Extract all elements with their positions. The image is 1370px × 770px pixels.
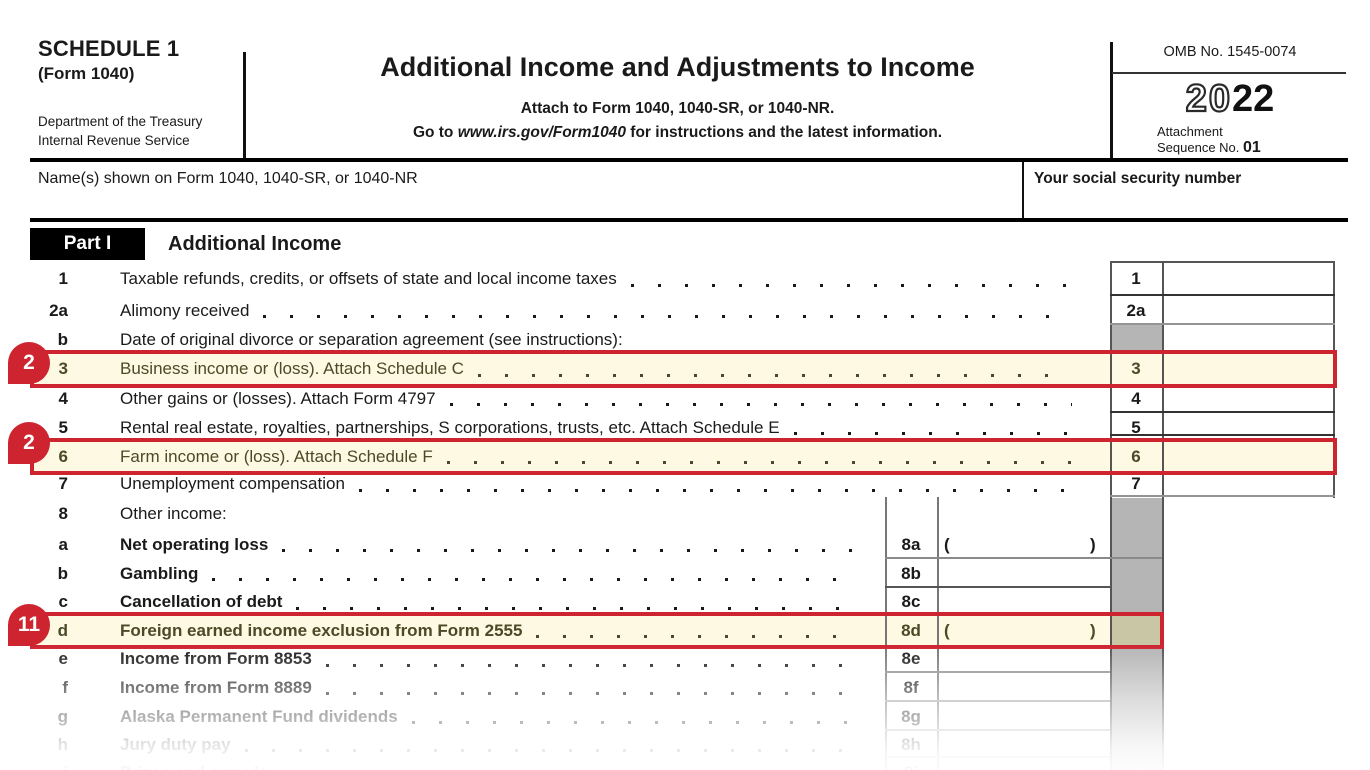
highlight-box-line3 [30,350,1337,388]
part1-label: Part I [30,228,145,260]
form-row-6: 6 Farm income or (loss). Attach Schedule… [0,442,1370,471]
row-line [1110,434,1335,436]
goto-instruction: Go to www.irs.gov/Form1040 for instructi… [412,124,943,141]
form-row-8d: d Foreign earned income exclusion from F… [0,616,1370,645]
form-number-label: (Form 1040) [38,64,135,83]
dot-leader [446,461,1072,464]
open-paren: ( [944,535,950,554]
amount-cell-8f[interactable] [940,673,1108,702]
dot-leader [536,635,860,638]
form-title: Additional Income and Adjustments to Inc… [380,52,975,82]
annotation-badge-11: 11 [8,604,50,646]
dot-leader [244,749,860,752]
row-line [1110,411,1335,413]
form-row-2b: b Date of original divorce or separation… [0,325,1370,354]
highlight-box-line6 [30,438,1337,475]
dot-leader [325,663,860,667]
dot-leader [263,315,1072,318]
header-divider [243,52,246,160]
section-rule [30,218,1348,222]
form-title-block: Additional Income and Adjustments to Inc… [250,52,1105,142]
dot-leader [296,606,860,610]
subrow-line [885,586,1110,588]
ssn-label: Your social security number [1034,170,1242,187]
highlight-fill-line3 [34,354,1333,384]
form-row-8a: a Net operating loss 8a ( ) [0,530,1370,559]
department-line1: Department of the Treasury [38,114,203,129]
annotation-badge-2b: 2 [8,422,50,464]
name-input-field[interactable] [38,190,1008,216]
amount-cell-1[interactable] [1164,262,1333,296]
row-line [1110,323,1335,325]
amount-cell-4[interactable] [1164,384,1333,413]
header-divider [1110,42,1113,160]
header-rule [30,158,1348,162]
form-row-8: 8 Other income: [58,504,227,523]
subcolumn-line [937,497,939,770]
form-row-8h: h Jury duty pay 8h [0,731,1370,758]
omb-number: OMB No. 1545-0074 [1163,44,1297,60]
form-row-1: 1 Taxable refunds, credits, or offsets o… [0,262,1370,296]
form-row-4: 4 Other gains or (losses). Attach Form 4… [0,384,1370,413]
department-label: Department of the Treasury Internal Reve… [38,112,202,150]
form-row-8c: c Cancellation of debt 8c [0,588,1370,616]
close-paren: ) [1090,535,1096,554]
schedule-label: SCHEDULE 1 [38,36,180,61]
amount-cell-8a[interactable] [940,530,1108,559]
form-row-8g: g Alaska Permanent Fund dividends 8g [0,702,1370,731]
dot-leader [282,549,860,552]
form-row-8e: e Income from Form 8853 8e [0,645,1370,673]
highlight-box-line8d [30,612,1164,649]
form-row-5: 5 Rental real estate, royalties, partner… [0,413,1370,442]
attachment-label: Attachment [1157,124,1223,139]
row-line [1110,261,1335,263]
dot-leader [358,488,1072,492]
dot-leader [630,283,1072,287]
shaded-cell [1111,325,1162,354]
highlight-fill-line6 [34,442,1333,471]
irs-url: www.irs.gov/Form1040 [457,124,626,141]
ssn-input-field[interactable] [1034,192,1334,216]
highlight-fill-line8d-shaded [1110,616,1162,645]
tax-year: 2022 [1185,78,1275,120]
dot-leader [793,432,1072,435]
dot-leader [212,578,860,581]
dot-leader [325,692,860,695]
amount-cell-8e[interactable] [940,645,1108,673]
column-line [1110,261,1112,770]
form-row-8b: b Gambling 8b [0,559,1370,588]
amount-cell-2a[interactable] [1164,296,1333,325]
column-line [1162,261,1164,770]
row-line [1110,294,1335,296]
amount-cell-8b[interactable] [940,559,1108,588]
subrow-line [885,557,1162,559]
amount-cell-8h[interactable] [940,731,1108,758]
sequence-number: Sequence No. 01 [1157,139,1261,156]
omb-underline [1112,72,1346,74]
form-row-3: 3 Business income or (loss). Attach Sche… [0,354,1370,384]
form-row-7: 7 Unemployment compensation 7 [0,471,1370,497]
form-row-8i: i Prizes and awards 8i [0,758,1370,770]
department-line2: Internal Revenue Service [38,133,190,148]
amount-cell-8g[interactable] [940,702,1108,731]
dot-leader [477,373,1072,377]
annotation-badge-2: 2 [8,342,50,384]
dot-leader [449,403,1072,406]
attach-instruction: Attach to Form 1040, 1040-SR, or 1040-NR… [520,100,835,117]
close-paren: ) [1090,621,1096,640]
form-row-8f: f Income from Form 8889 8f [0,673,1370,702]
highlight-fill-line8d [34,616,1110,645]
open-paren: ( [944,621,950,640]
dot-leader [411,721,860,724]
name-ssn-divider [1022,162,1024,218]
form-row-2a: 2a Alimony received 2a [0,296,1370,325]
subcolumn-line [885,497,887,770]
part1-title: Additional Income [168,233,342,255]
row-line [1110,495,1335,497]
name-label: Name(s) shown on Form 1040, 1040-SR, or … [38,170,418,187]
